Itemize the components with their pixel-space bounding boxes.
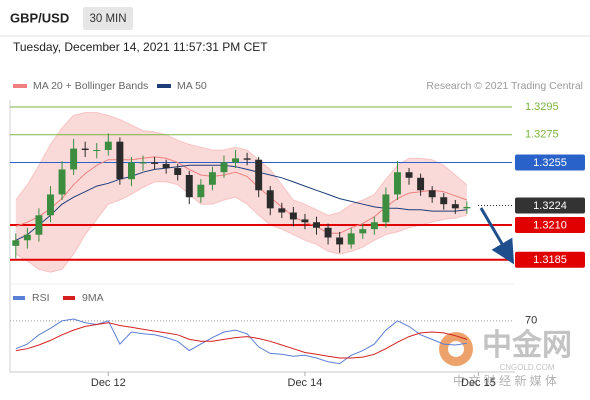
- candle-body: [278, 208, 286, 213]
- credit: Research © 2021 Trading Central: [426, 80, 583, 92]
- candle-body: [151, 162, 159, 164]
- moving-average: [15, 156, 468, 234]
- forecast-arrow: [479, 207, 515, 265]
- level-label: 1.3224: [533, 200, 567, 212]
- candle-body: [232, 158, 240, 163]
- candle-body: [324, 227, 332, 238]
- level-label: 1.3275: [525, 129, 559, 141]
- candle-body: [81, 148, 89, 150]
- plot-layer: 1.3295 1.3275 1.3255 1.3224 1.3210 1.3185 MA 2…: [10, 80, 585, 389]
- x-tick-label: Dec 12: [91, 377, 126, 389]
- legend-label: 9MA: [82, 292, 104, 304]
- watermark-name: 中金网: [482, 328, 572, 362]
- candle-body: [255, 159, 263, 191]
- level-box: [515, 251, 585, 268]
- symbol: GBP/USD: [10, 10, 69, 25]
- legend-label: MA 20 + Bollinger Bands: [33, 80, 148, 92]
- candle-body: [12, 240, 20, 246]
- x-tick-label: Dec 15: [461, 377, 496, 389]
- candle-body: [243, 158, 251, 160]
- candle-body: [220, 162, 228, 173]
- interval: 30 MIN: [89, 13, 126, 25]
- candle-body: [370, 222, 378, 230]
- watermark-logo-inner: [448, 341, 464, 357]
- candle-body: [35, 215, 43, 235]
- candle-body: [23, 234, 31, 241]
- interval-box: [83, 7, 133, 30]
- bollinger-band: [15, 112, 467, 273]
- candle-body: [208, 172, 216, 185]
- legend-label: RSI: [32, 292, 50, 304]
- candle-body: [93, 150, 101, 151]
- candle-body: [197, 184, 205, 198]
- y-tick-label: 70: [525, 315, 537, 327]
- candle-body: [139, 162, 147, 164]
- level-box: [515, 154, 585, 171]
- candle-body: [70, 148, 78, 170]
- candle-body: [451, 204, 459, 209]
- candle-body: [104, 141, 112, 150]
- candle-body: [266, 190, 274, 209]
- watermark-site: CNGOLD.COM: [499, 363, 554, 372]
- legend-label: MA 50: [177, 80, 207, 92]
- candle-body: [162, 163, 170, 169]
- candle-body: [127, 162, 135, 180]
- level-label: 1.3210: [533, 219, 567, 231]
- candle-body: [313, 222, 320, 228]
- x-tick-label: Dec 14: [288, 377, 323, 389]
- candle-body: [347, 233, 355, 245]
- candle-body: [185, 175, 193, 198]
- candle-body: [440, 197, 448, 205]
- candle-body: [47, 194, 54, 216]
- indicator-line: [15, 318, 467, 365]
- candle-body: [428, 190, 436, 198]
- level-label: 1.3295: [525, 101, 559, 113]
- candle-body: [394, 172, 401, 195]
- candle-body: [336, 237, 344, 245]
- candle-body: [116, 141, 124, 180]
- candle-body: [58, 169, 66, 195]
- level-label: 1.3255: [533, 157, 567, 169]
- candle-body: [301, 219, 309, 223]
- watermark: 中金网 CNGOLD.COM 中 文 财 经 新 媒 体: [439, 328, 572, 388]
- candle-body: [174, 168, 182, 175]
- level-box: [515, 197, 585, 214]
- candle-body: [359, 229, 367, 234]
- candle-body: [405, 172, 413, 178]
- candle-body: [289, 212, 297, 220]
- moving-average: [15, 164, 467, 241]
- watermark-tagline: 中 文 财 经 新 媒 体: [453, 373, 557, 388]
- candle-body: [463, 206, 471, 209]
- candle-body: [382, 194, 390, 223]
- bollinger-upper: [15, 112, 468, 216]
- level-box: [515, 217, 585, 233]
- indicator-line: [15, 322, 468, 359]
- level-label: 1.3185: [533, 254, 567, 266]
- timestamp: Tuesday, December 14, 2021 11:57:31 PM C…: [13, 40, 268, 54]
- bollinger-lower: [15, 181, 468, 273]
- candle-body: [417, 177, 425, 191]
